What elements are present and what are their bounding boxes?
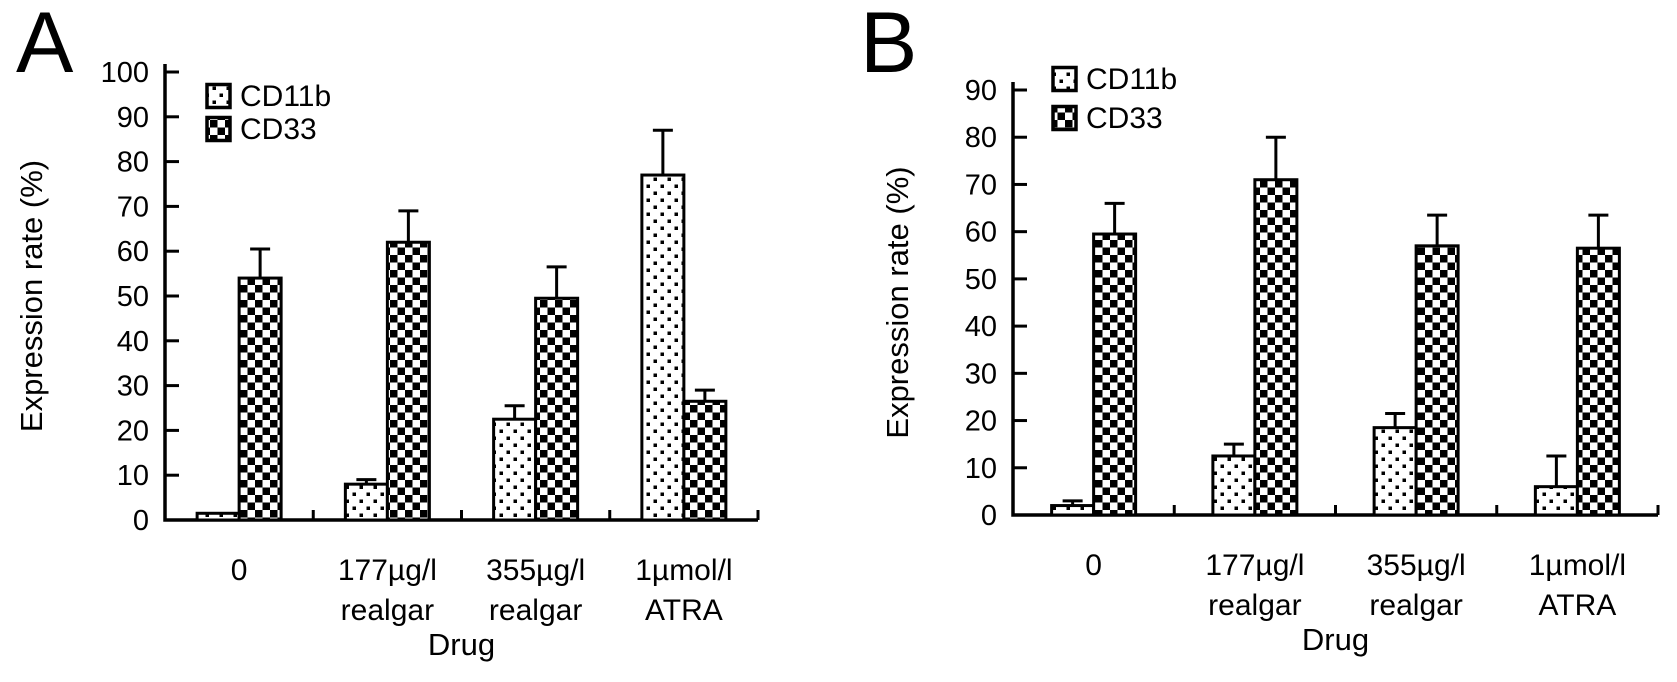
x-cat-label-A-1-line1: 177µg/l	[338, 554, 437, 587]
panel-b-letter: B	[860, 0, 918, 91]
x-axis-title-A: Drug	[428, 627, 495, 662]
y-tick-label-B-20: 20	[965, 406, 997, 438]
y-tick-label-B-50: 50	[965, 264, 997, 296]
x-cat-label-B-3-line2: ATRA	[1538, 589, 1616, 622]
bar-A-CD33-1	[385, 240, 431, 522]
y-tick-label-B-90: 90	[965, 75, 997, 107]
panel-B: 0 10 20 30 40 50 60 70 80 90 0 177µg/l realgar 355µg/…	[880, 63, 1660, 657]
y-axis-title-A: Expression rate (%)	[14, 160, 49, 432]
bar-B-CD33-0	[1092, 232, 1138, 517]
y-tick-label-A-90: 90	[117, 102, 149, 134]
bar-A-CD11b-1	[343, 482, 389, 522]
y-tick-label-A-80: 80	[117, 147, 149, 179]
x-cat-label-A-1-line2: realgar	[341, 594, 434, 627]
x-cat-label-A-0-line1: 0	[231, 554, 248, 587]
x-cat-label-B-2-line1: 355µg/l	[1367, 549, 1466, 582]
y-tick-label-A-100: 100	[101, 57, 149, 89]
x-cat-label-B-1-line2: realgar	[1208, 589, 1301, 622]
bar-A-CD33-0	[237, 276, 283, 522]
x-cat-label-B-2-line2: realgar	[1369, 589, 1462, 622]
legend-swatch-A-CD33	[205, 115, 232, 143]
x-cat-label-B-0-line1: 0	[1085, 549, 1102, 582]
x-cat-label-A-2-line1: 355µg/l	[486, 554, 585, 587]
y-tick-label-A-70: 70	[117, 191, 149, 223]
legend-label-A-CD11b: CD11b	[240, 80, 331, 113]
y-tick-label-B-0: 0	[981, 500, 997, 532]
y-tick-label-A-10: 10	[117, 460, 149, 492]
bar-B-CD11b-3	[1533, 485, 1579, 517]
bar-A-CD33-2	[534, 296, 580, 522]
panel-A: 0 10 20 30 40 50 60 70 80 90 100 0 177µg/l realgar 355…	[14, 57, 760, 662]
legend-label-B-CD33: CD33	[1086, 102, 1163, 135]
y-tick-label-B-30: 30	[965, 358, 997, 390]
y-axis-title-B: Expression rate (%)	[880, 166, 915, 438]
panel-a-letter: A	[16, 0, 74, 91]
y-tick-label-B-60: 60	[965, 217, 997, 249]
x-axis-title-B: Drug	[1302, 622, 1369, 657]
y-tick-label-A-60: 60	[117, 236, 149, 268]
y-tick-label-B-10: 10	[965, 453, 997, 485]
bar-B-CD11b-0	[1050, 504, 1096, 517]
y-tick-label-A-20: 20	[117, 415, 149, 447]
y-tick-label-A-50: 50	[117, 281, 149, 313]
y-tick-label-A-40: 40	[117, 326, 149, 358]
bar-B-CD33-2	[1414, 244, 1460, 517]
bar-A-CD11b-3	[640, 173, 686, 522]
bar-A-CD11b-2	[492, 417, 538, 522]
bar-B-CD11b-2	[1372, 426, 1418, 517]
x-cat-label-B-3-line1: 1µmol/l	[1529, 549, 1626, 582]
bar-B-CD11b-1	[1211, 454, 1257, 517]
x-cat-label-B-1-line1: 177µg/l	[1205, 549, 1304, 582]
y-tick-label-B-70: 70	[965, 169, 997, 201]
legend-label-A-CD33: CD33	[240, 113, 317, 146]
bar-A-CD11b-0	[195, 511, 241, 522]
y-tick-label-A-0: 0	[133, 505, 149, 537]
x-cat-label-A-3-line1: 1µmol/l	[635, 554, 732, 587]
legend-swatch-A-CD11b	[205, 82, 232, 110]
bar-A-CD33-3	[682, 399, 728, 522]
legend-swatch-B-CD11b	[1051, 65, 1078, 93]
x-cat-label-A-2-line2: realgar	[489, 594, 582, 627]
y-tick-label-B-40: 40	[965, 311, 997, 343]
x-cat-label-A-3-line2: ATRA	[645, 594, 723, 627]
y-tick-label-B-80: 80	[965, 122, 997, 154]
legend-label-B-CD11b: CD11b	[1086, 63, 1177, 96]
legend-swatch-B-CD33	[1051, 104, 1078, 132]
y-tick-label-A-30: 30	[117, 371, 149, 403]
bar-B-CD33-3	[1575, 246, 1621, 517]
bar-B-CD33-1	[1253, 178, 1299, 517]
